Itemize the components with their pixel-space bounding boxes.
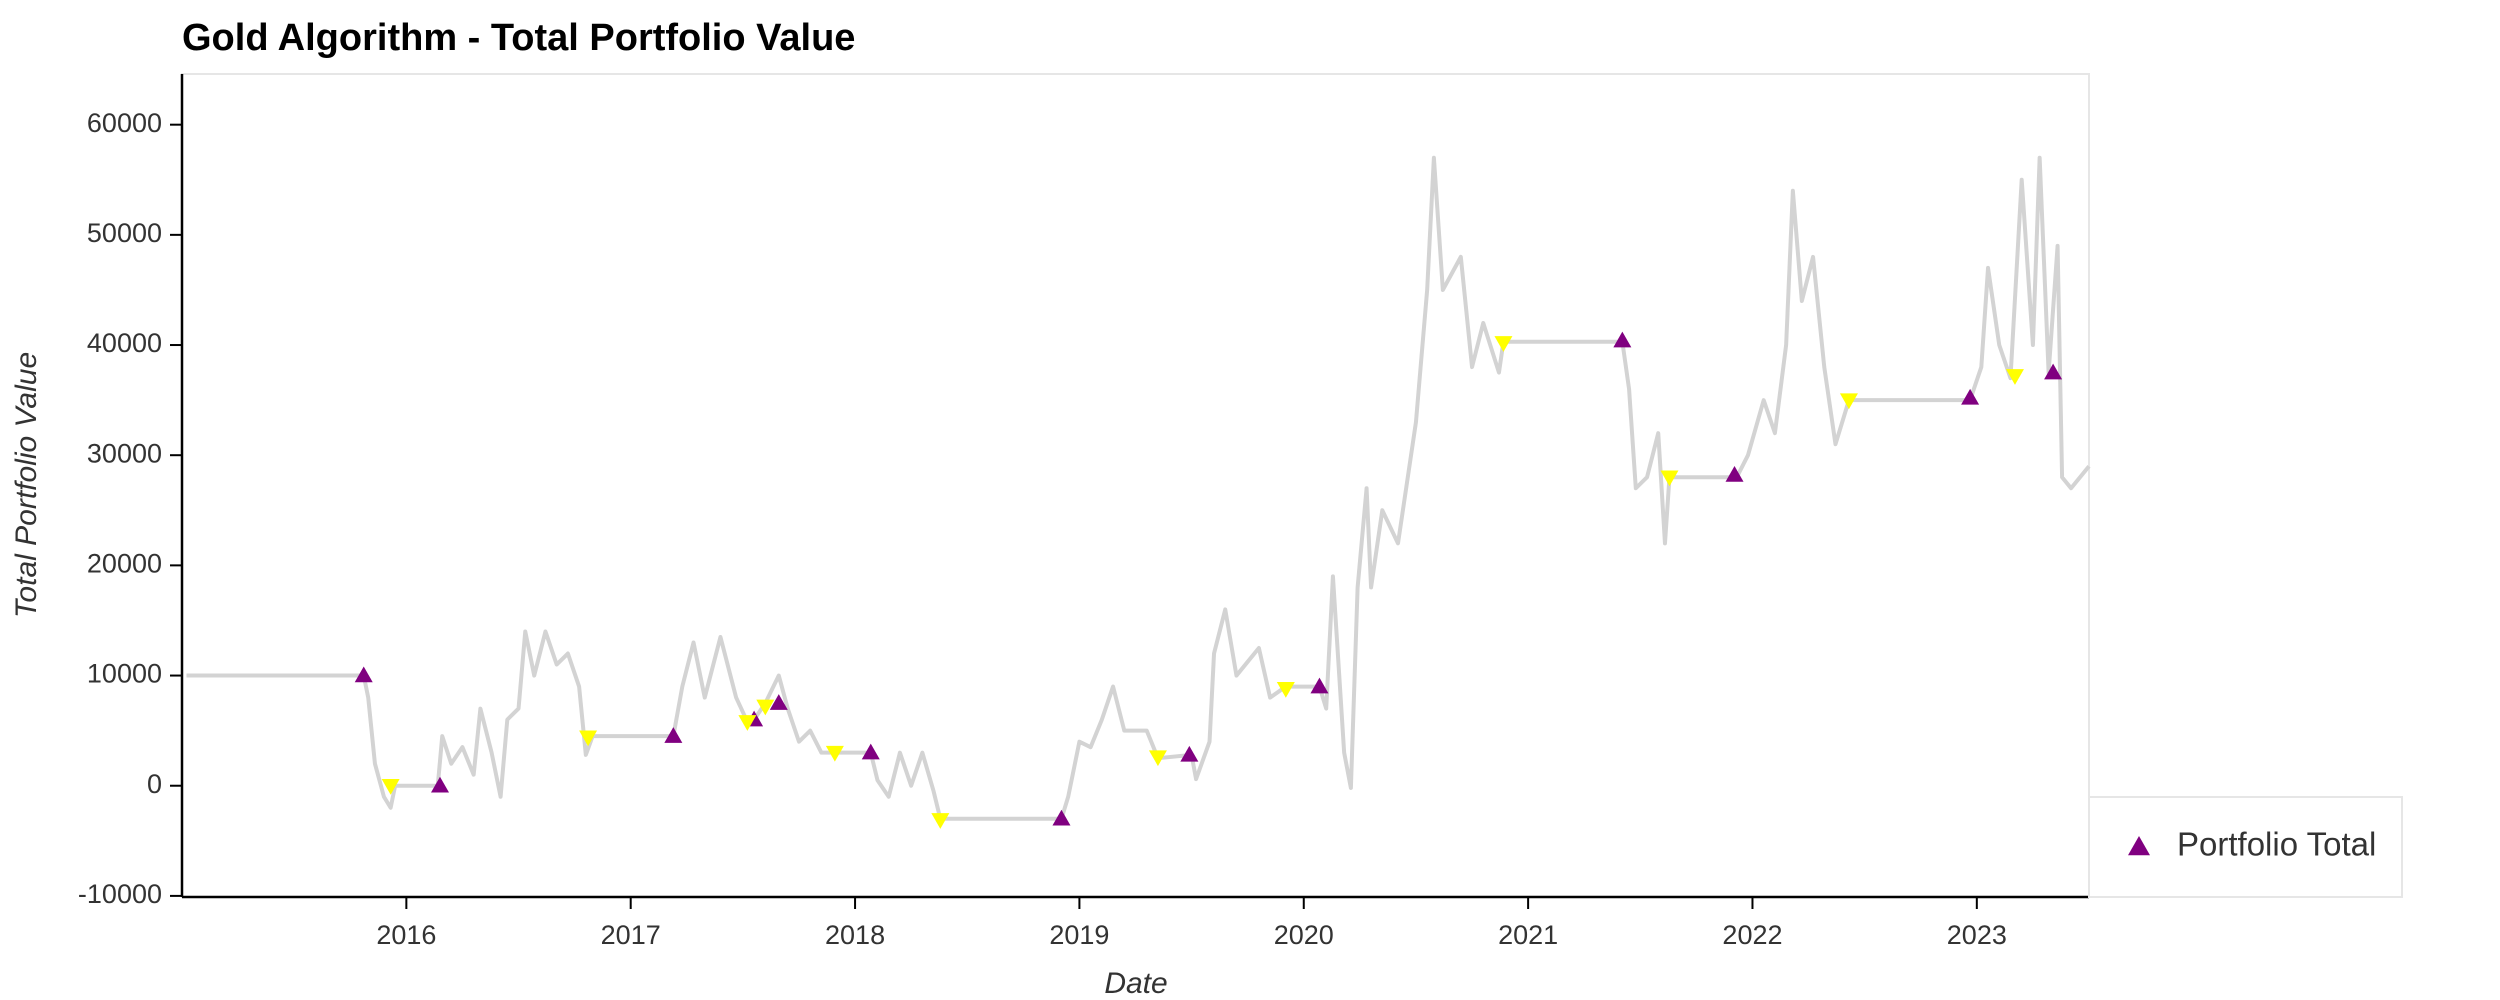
y-tick-label: -10000 (78, 879, 162, 909)
sell-marker (579, 730, 598, 747)
buy-marker (1052, 809, 1071, 826)
sell-marker (825, 745, 844, 762)
y-tick-label: 40000 (87, 328, 162, 358)
portfolio-line (186, 155, 2091, 821)
y-tick-label: 20000 (87, 549, 162, 579)
buy-marker (664, 727, 683, 743)
sell-marker (738, 715, 757, 731)
x-tick-label: 2022 (1722, 920, 1782, 950)
y-tick-label: 50000 (87, 218, 162, 248)
buy-marker (1725, 466, 1744, 482)
sell-marker (1148, 750, 1167, 767)
legend-label: Portfolio Total (2177, 826, 2376, 863)
x-tick-label: 2021 (1498, 920, 1558, 950)
x-tick-label: 2023 (1947, 920, 2007, 950)
y-axis-label: Total Portfolio Value (10, 352, 43, 618)
buy-marker (354, 666, 373, 683)
sell-marker (1276, 682, 1295, 698)
buy-marker (431, 776, 450, 793)
sell-marker (2005, 369, 2024, 385)
buy-marker (2044, 363, 2063, 380)
sell-marker (931, 813, 950, 829)
y-tick-label: 0 (147, 769, 162, 799)
buy-marker (1613, 331, 1632, 348)
chart-title: Gold Algorithm - Total Portfolio Value (182, 17, 855, 59)
buy-marker (1310, 677, 1329, 694)
legend-marker (2128, 836, 2150, 856)
y-tick-label: 10000 (87, 659, 162, 689)
sell-marker (1660, 470, 1679, 487)
sell-marker (756, 699, 775, 716)
plot-frame (181, 73, 2090, 898)
buy-marker (769, 694, 788, 710)
buy-marker (1961, 388, 1980, 405)
x-axis-label: Date (1104, 967, 1167, 1000)
y-tick-label: 30000 (87, 438, 162, 468)
x-tick-label: 2017 (601, 920, 661, 950)
x-tick-label: 2016 (376, 920, 436, 950)
y-tick-label: 60000 (87, 108, 162, 138)
sell-marker (1494, 336, 1513, 352)
x-tick-label: 2018 (825, 920, 885, 950)
buy-marker (1180, 745, 1199, 762)
buy-marker (861, 743, 880, 760)
sell-marker (1839, 393, 1858, 410)
x-tick-label: 2019 (1049, 920, 1109, 950)
x-tick-label: 2020 (1274, 920, 1334, 950)
sell-marker (381, 778, 400, 795)
